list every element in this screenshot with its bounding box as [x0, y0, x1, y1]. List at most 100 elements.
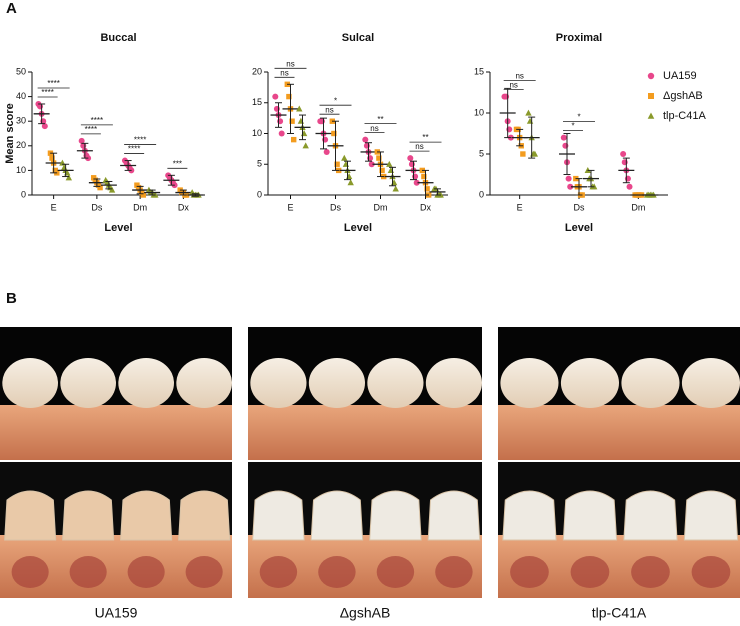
data-point: [392, 185, 399, 192]
data-point: [407, 155, 414, 162]
photo-caption: tlp-C41A: [592, 605, 647, 621]
data-point: [347, 179, 354, 186]
significance-label: ****: [134, 136, 146, 145]
chart-title: Sulcal: [342, 32, 374, 44]
significance-label: ns: [415, 142, 423, 151]
y-tick-label: 20: [16, 140, 26, 150]
x-tick-label: E: [287, 202, 293, 212]
legend-marker: [647, 112, 655, 119]
legend-marker: [648, 93, 654, 99]
bone: [248, 405, 482, 460]
x-tick-label: Dx: [420, 202, 431, 212]
bone: [498, 405, 740, 460]
bone-cavity: [69, 556, 107, 588]
data-point: [345, 173, 353, 180]
y-tick-label: 50: [16, 66, 26, 76]
bone-cavity: [259, 556, 298, 588]
panel-label: A: [6, 0, 17, 17]
x-axis-label: Level: [565, 222, 593, 234]
data-point: [560, 134, 567, 141]
significance-label: ns: [509, 81, 517, 90]
legend-label: UA159: [663, 70, 697, 82]
y-tick-label: 0: [257, 189, 262, 199]
bone-cavity: [570, 556, 610, 588]
significance-label: ns: [515, 72, 523, 81]
photo-grid: UA159 ΔgshAB tlp-C41A: [0, 327, 740, 621]
tooth: [2, 358, 58, 408]
panel-label: B: [6, 290, 17, 307]
bone-cavity: [435, 556, 473, 588]
tooth: [681, 358, 740, 408]
data-point: [291, 136, 297, 143]
data-point: [323, 148, 330, 155]
data-point: [342, 160, 350, 167]
data-point: [289, 118, 295, 124]
significance-label: *: [571, 122, 574, 131]
bone-cavity: [631, 556, 670, 588]
x-tick-label: Ds: [574, 202, 585, 212]
tooth: [118, 358, 174, 408]
data-point: [286, 93, 292, 100]
tooth-section: [502, 490, 557, 541]
x-tick-label: E: [51, 202, 57, 212]
y-tick-label: 10: [474, 107, 484, 117]
data-point: [334, 161, 340, 167]
data-point: [413, 179, 420, 186]
significance-label: ****: [47, 79, 59, 88]
chart-title: Buccal: [100, 32, 136, 44]
data-point: [531, 150, 539, 157]
significance-label: **: [422, 133, 428, 142]
data-point: [525, 109, 532, 116]
tooth-section: [252, 490, 305, 541]
data-point: [503, 93, 510, 100]
legend-label: tlp-C41A: [663, 110, 706, 122]
y-axis-label: Mean score: [4, 103, 16, 164]
data-point: [300, 130, 308, 137]
y-tick-label: 15: [252, 97, 262, 107]
x-tick-label: Ds: [330, 202, 341, 212]
data-point: [626, 183, 633, 190]
data-point: [41, 123, 48, 130]
data-point: [49, 155, 55, 161]
data-point: [272, 93, 279, 100]
x-tick-label: Dx: [178, 202, 189, 212]
data-point: [302, 142, 309, 149]
significance-label: ****: [128, 145, 140, 154]
y-tick-label: 30: [16, 116, 26, 126]
bone-cavity: [376, 556, 415, 588]
tooth: [60, 358, 116, 408]
y-tick-label: 0: [21, 189, 26, 199]
data-point: [526, 117, 534, 124]
x-tick-label: Dm: [631, 202, 645, 212]
y-tick-label: 5: [257, 159, 262, 169]
y-tick-label: 0: [479, 189, 484, 199]
significance-label: ***: [173, 159, 182, 168]
tooth: [621, 358, 680, 408]
tooth-section: [683, 490, 739, 541]
data-point: [108, 186, 116, 193]
photo-caption: UA159: [95, 605, 138, 621]
tooth-section: [4, 490, 57, 541]
data-point: [140, 192, 147, 198]
bone-cavity: [510, 556, 549, 588]
significance-label: *: [577, 113, 580, 122]
bone-cavity: [691, 556, 731, 588]
data-point: [424, 186, 430, 192]
tooth: [176, 358, 232, 408]
bone-cavity: [11, 556, 49, 588]
y-tick-label: 15: [474, 66, 484, 76]
significance-label: ns: [325, 105, 333, 114]
tooth: [500, 358, 559, 408]
x-axis-label: Level: [344, 222, 372, 234]
significance-label: ns: [370, 124, 378, 133]
chart-title: Proximal: [556, 32, 602, 44]
x-axis-label: Level: [104, 222, 132, 234]
x-tick-label: E: [517, 202, 523, 212]
photo-caption: ΔgshAB: [340, 605, 391, 621]
data-point: [97, 184, 103, 191]
legend-label: ΔgshAB: [663, 90, 703, 102]
data-point: [379, 167, 385, 174]
tooth-section: [369, 490, 422, 541]
data-point: [278, 130, 285, 137]
